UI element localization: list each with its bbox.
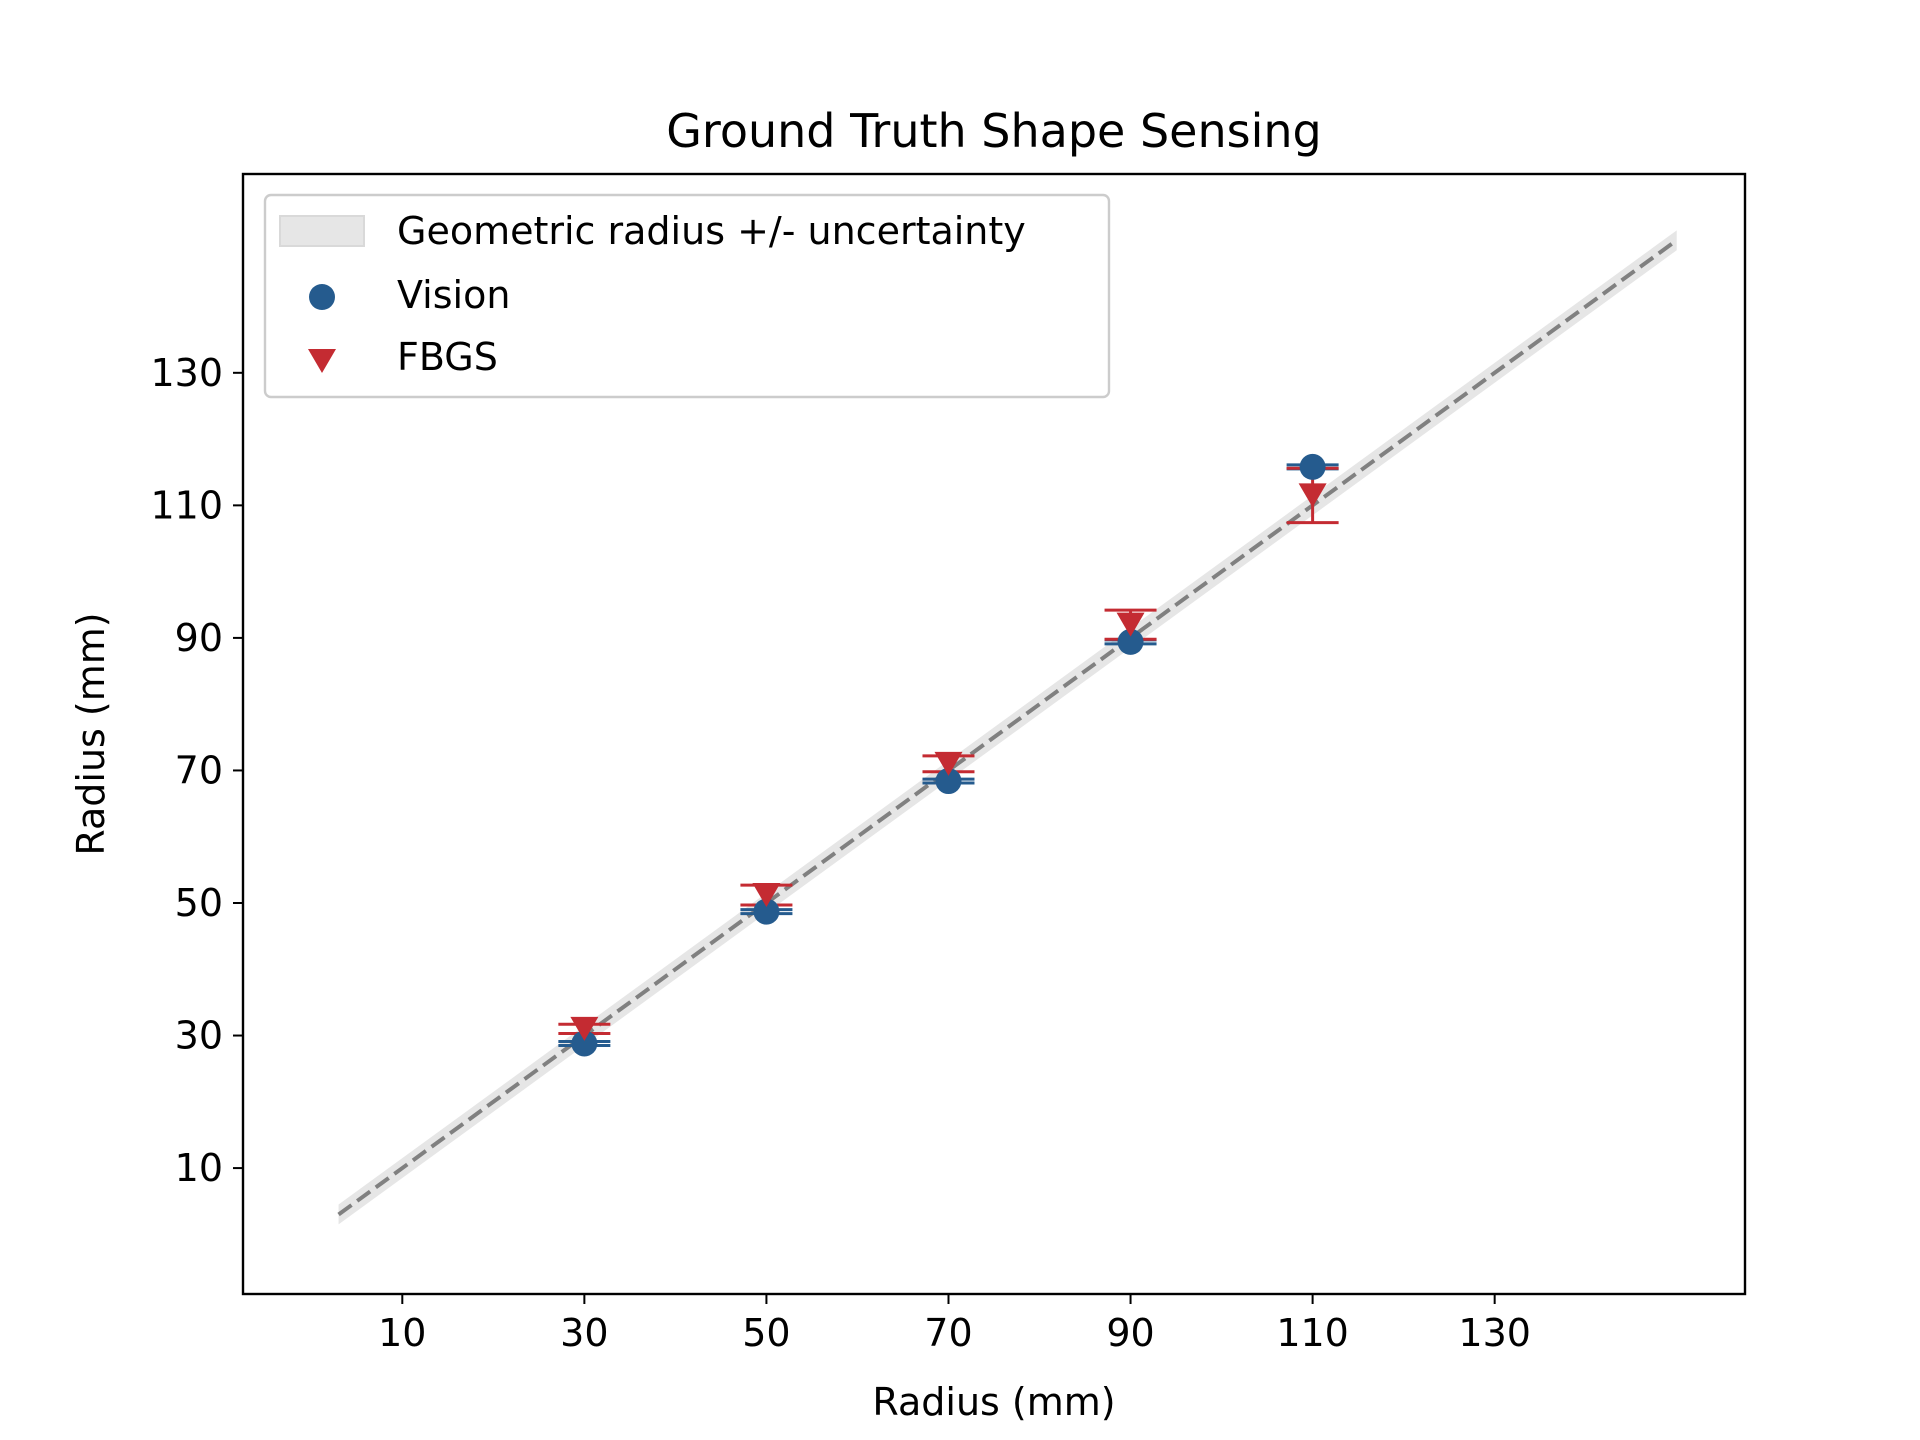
- legend-band-swatch: [279, 215, 365, 247]
- x-tick-label: 90: [1106, 1311, 1154, 1355]
- data-point-fbgs: [752, 883, 781, 908]
- x-axis-ticks: 10 30 50 70 90 110 130: [378, 1294, 1531, 1355]
- x-axis-title: Radius (mm): [872, 1380, 1115, 1424]
- plot-area: [337, 230, 1678, 1225]
- data-point-vision: [1299, 453, 1326, 480]
- y-axis-title: Radius (mm): [69, 612, 113, 855]
- data-point-fbgs: [1116, 612, 1145, 637]
- x-tick-label: 50: [742, 1311, 790, 1355]
- y-tick-label: 70: [175, 748, 223, 792]
- y-tick-label: 30: [175, 1014, 223, 1058]
- legend-label-fbgs: FBGS: [397, 335, 498, 379]
- data-point-fbgs: [1298, 483, 1327, 508]
- y-tick-label: 10: [175, 1146, 223, 1190]
- legend-vision-marker: [309, 284, 335, 310]
- legend-fbgs-marker: [308, 349, 336, 373]
- x-tick-label: 110: [1276, 1311, 1349, 1355]
- legend: Geometric radius +/- uncertainty Vision …: [263, 193, 1111, 399]
- x-tick-label: 70: [924, 1311, 972, 1355]
- legend-label-reference: Geometric radius +/- uncertainty: [397, 209, 1026, 253]
- y-tick-label: 50: [175, 881, 223, 925]
- data-point-fbgs: [934, 751, 963, 776]
- data-point-vision: [571, 1030, 598, 1057]
- y-tick-label: 90: [175, 616, 223, 660]
- data-point-vision: [753, 898, 780, 925]
- data-point-fbgs: [570, 1016, 599, 1041]
- data-point-vision: [935, 768, 962, 795]
- legend-label-vision: Vision: [397, 273, 510, 317]
- y-axis-ticks: 10 30 50 70 90 110 130: [150, 351, 243, 1190]
- data-point-vision: [1117, 628, 1144, 655]
- x-tick-label: 130: [1458, 1311, 1531, 1355]
- x-tick-label: 10: [378, 1311, 426, 1355]
- x-tick-label: 30: [560, 1311, 608, 1355]
- y-tick-label: 130: [150, 351, 223, 395]
- plot-frame: [241, 172, 1747, 1296]
- y-tick-label: 110: [150, 483, 223, 527]
- uncertainty-band: [338, 230, 1677, 1225]
- legend-frame: [263, 193, 1111, 399]
- markers: [570, 453, 1327, 1057]
- chart-title: Ground Truth Shape Sensing: [666, 104, 1321, 158]
